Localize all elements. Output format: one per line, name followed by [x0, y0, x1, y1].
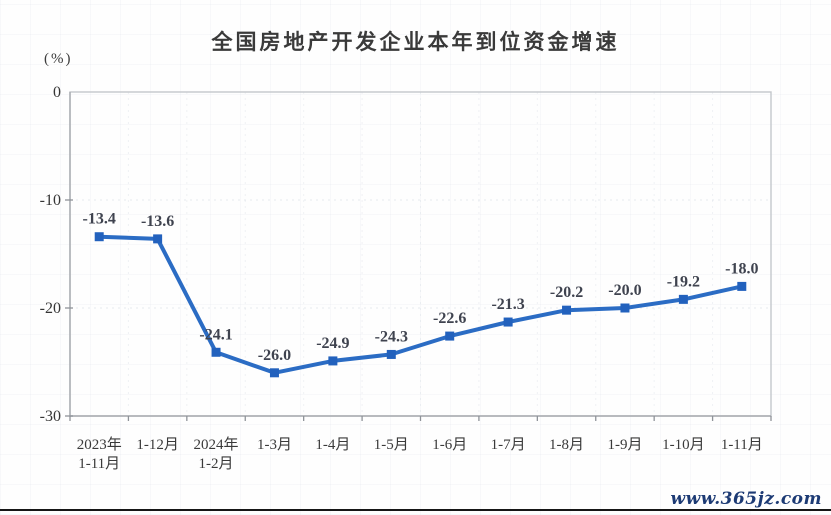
x-tick-label: 1-5月	[374, 437, 409, 453]
data-point-label: -13.6	[141, 213, 174, 230]
y-tick-label: -20	[40, 300, 61, 317]
x-tick-label: 1-6月	[432, 437, 467, 453]
data-point-marker	[269, 368, 279, 378]
x-tick-label: 1-11月	[721, 437, 763, 453]
data-point-label: -19.2	[667, 273, 700, 290]
data-point-label: -24.3	[375, 328, 408, 345]
data-point-label: -22.6	[433, 310, 466, 327]
y-tick-label: -30	[40, 408, 61, 425]
x-tick-label: 1-3月	[257, 437, 292, 453]
x-tick-label: 1-4月	[315, 437, 350, 453]
y-tick-label: -10	[40, 192, 61, 209]
data-point-label: -24.1	[199, 326, 232, 343]
watermark-link[interactable]: www.365jz.com	[670, 489, 822, 509]
x-tick-label: 1-7月	[491, 437, 526, 453]
chart-title: 全国房地产开发企业本年到位资金增速	[211, 31, 620, 54]
data-point-marker	[737, 281, 747, 291]
x-tick-label: 1-8月	[549, 437, 584, 453]
x-tick-label: 1-12月	[136, 437, 179, 453]
data-point-marker	[562, 305, 572, 315]
x-tick-label: 2023年 1-11月	[77, 436, 122, 472]
data-point-label: -24.9	[316, 335, 349, 352]
data-point-marker	[94, 232, 104, 242]
x-tick-label: 1-9月	[607, 437, 642, 453]
data-point-label: -21.3	[491, 296, 524, 313]
data-point-marker	[678, 294, 688, 304]
data-point-marker	[620, 303, 630, 313]
x-tick-label: 2024年 1-2月	[194, 436, 239, 472]
bottom-divider	[0, 509, 831, 511]
data-point-marker	[445, 331, 455, 341]
data-point-marker	[386, 349, 396, 359]
data-point-marker	[211, 347, 221, 357]
data-point-label: -20.2	[550, 284, 583, 301]
series-line	[97, 234, 744, 375]
y-tick-label: 0	[53, 84, 61, 101]
data-point-label: -13.4	[83, 211, 116, 228]
line-chart: 0 -10 -20 -30 2023年 1-11月 1-12月 2024年 1-2月 1-3月 1-…	[40, 84, 772, 472]
data-point-marker	[153, 234, 163, 244]
y-axis-unit-label: (%)	[44, 51, 73, 67]
x-tick-label: 1-10月	[662, 437, 705, 453]
data-point-label: -18.0	[725, 260, 758, 277]
data-point-marker	[503, 317, 513, 327]
data-point-marker	[328, 356, 338, 366]
data-point-label: -26.0	[258, 347, 291, 364]
data-point-label: -20.0	[608, 282, 641, 299]
